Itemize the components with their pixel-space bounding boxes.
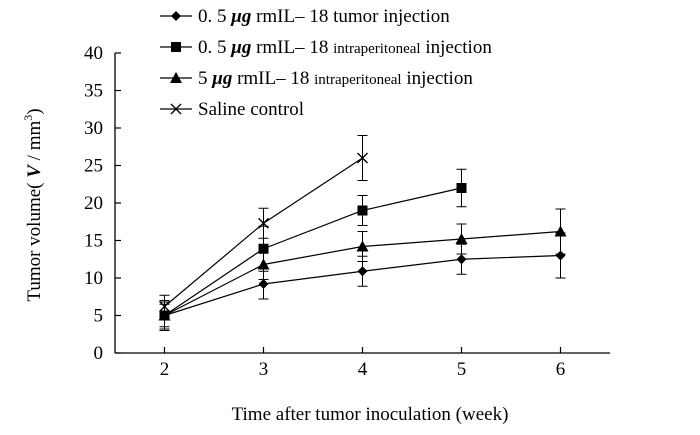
legend-label: 5 μg rmIL– 18 intraperitoneal injection bbox=[198, 68, 473, 89]
legend-marker bbox=[171, 11, 181, 21]
y-tick-label: 15 bbox=[84, 231, 103, 252]
legend-marker bbox=[170, 72, 182, 83]
marker-x-stroke bbox=[357, 152, 368, 164]
legend-label-part: 0. 5 bbox=[198, 37, 231, 58]
legend-label-part: intraperitoneal bbox=[314, 72, 401, 88]
y-axis-label-part: Tumor volume( bbox=[24, 178, 45, 302]
legend-label-part: Saline control bbox=[198, 99, 304, 120]
legend-label: Saline control bbox=[198, 99, 304, 120]
data-point bbox=[456, 183, 467, 193]
legend-label-part: intraperitoneal bbox=[333, 41, 420, 57]
legend-label-part: rmIL– 18 tumor injection bbox=[251, 6, 450, 27]
legend-item-1: 0. 5 μg rmIL– 18 tumor injection bbox=[160, 6, 450, 27]
marker-x-stroke bbox=[258, 217, 269, 229]
legend-label-part: 0. 5 bbox=[198, 6, 231, 27]
legend-label-part: μg bbox=[230, 37, 251, 58]
legend-marker bbox=[170, 103, 182, 115]
y-tick-label: 30 bbox=[84, 118, 103, 139]
data-point bbox=[455, 233, 468, 244]
data-point bbox=[555, 250, 566, 261]
legend-label: 0. 5 μg rmIL– 18 intraperitoneal injecti… bbox=[198, 37, 492, 58]
y-tick-label: 5 bbox=[94, 306, 104, 327]
data-point bbox=[159, 301, 170, 312]
marker-x-stroke bbox=[159, 301, 170, 312]
series-2 bbox=[159, 168, 467, 331]
data-point bbox=[356, 240, 369, 252]
y-axis-label-part: / mm bbox=[24, 120, 45, 165]
plot-area bbox=[158, 135, 567, 331]
legend-label-part: μg bbox=[211, 68, 232, 89]
legend-item-4: Saline control bbox=[160, 99, 304, 120]
data-point bbox=[357, 152, 368, 164]
y-tick-label: 25 bbox=[84, 156, 103, 177]
data-point bbox=[456, 254, 467, 265]
legend-label-part: rmIL– 18 bbox=[232, 68, 314, 89]
data-point bbox=[257, 258, 270, 270]
y-axis-label-part: ) bbox=[24, 108, 45, 114]
legend-label-part: injection bbox=[402, 68, 474, 89]
x-tick-label: 4 bbox=[358, 359, 368, 380]
legend-label-part: μg bbox=[230, 6, 251, 27]
legend-label-part: rmIL– 18 bbox=[251, 37, 333, 58]
legend-marker bbox=[171, 42, 181, 52]
y-tick-label: 10 bbox=[84, 268, 103, 289]
y-axis-label-part: 3 bbox=[21, 115, 35, 121]
data-point bbox=[258, 217, 269, 229]
data-point bbox=[357, 266, 368, 277]
legend-item-2: 0. 5 μg rmIL– 18 intraperitoneal injecti… bbox=[160, 37, 492, 58]
y-tick-label: 20 bbox=[84, 193, 103, 214]
y-axis-label-part: V bbox=[24, 164, 45, 178]
y-tick-label: 40 bbox=[84, 43, 103, 64]
y-axis-label: Tumor volume( V / mm3) bbox=[21, 108, 45, 301]
data-point bbox=[258, 279, 269, 289]
data-point bbox=[357, 205, 368, 216]
axes: 0 5 10 15 20 25 30 35 40 2 3 4 5 6 bbox=[84, 43, 610, 380]
y-tick-label: 0 bbox=[94, 343, 104, 364]
x-tick-label: 6 bbox=[556, 359, 566, 380]
x-tick-label: 2 bbox=[160, 359, 170, 380]
series-line bbox=[164, 187, 462, 316]
legend-label-part: injection bbox=[421, 37, 493, 58]
legend-label-part: 5 bbox=[198, 68, 212, 89]
x-tick-label: 5 bbox=[457, 359, 467, 380]
x-tick-label: 3 bbox=[259, 359, 269, 380]
legend-label: 0. 5 μg rmIL– 18 tumor injection bbox=[198, 6, 450, 27]
marker-x-stroke bbox=[170, 103, 182, 115]
series-3 bbox=[158, 208, 567, 330]
series-4 bbox=[159, 135, 368, 319]
data-point bbox=[258, 243, 269, 254]
y-tick-label: 35 bbox=[84, 81, 103, 102]
legend-item-3: 5 μg rmIL– 18 intraperitoneal injection bbox=[160, 68, 473, 89]
x-axis-label: Time after tumor inoculation (week) bbox=[232, 404, 509, 425]
data-point bbox=[554, 225, 567, 237]
